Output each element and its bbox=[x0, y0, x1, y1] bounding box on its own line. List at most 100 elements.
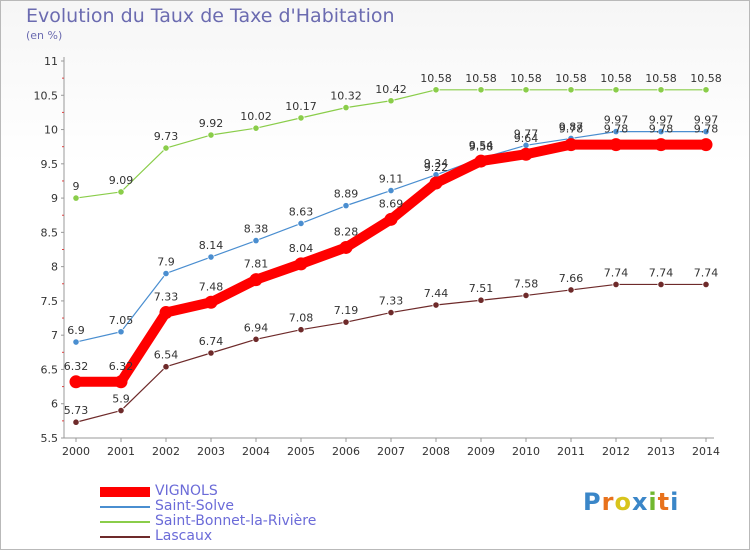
x-tick-label: 2009 bbox=[467, 445, 495, 458]
x-tick-label: 2008 bbox=[422, 445, 450, 458]
x-tick-label: 2010 bbox=[512, 445, 540, 458]
y-tick-label: 6.5 bbox=[41, 363, 59, 376]
logo-letter: P bbox=[583, 488, 602, 516]
y-tick-label: 7.5 bbox=[41, 295, 59, 308]
data-point-saint-bonnet-la-rivi-re bbox=[702, 86, 710, 94]
data-point-lascaux bbox=[117, 406, 125, 415]
data-point-saint-bonnet-la-rivi-re bbox=[297, 114, 305, 122]
data-point-saint-bonnet-la-rivi-re bbox=[477, 86, 485, 94]
x-tick-label: 2012 bbox=[602, 445, 630, 458]
y-tick-label: 8.5 bbox=[41, 226, 59, 239]
data-label-vignols: 9.78 bbox=[559, 123, 584, 136]
data-label-lascaux: 7.74 bbox=[604, 266, 629, 279]
data-point-saint-bonnet-la-rivi-re bbox=[162, 144, 170, 152]
data-label-saint-solve: 9.97 bbox=[649, 114, 674, 127]
data-point-vignols bbox=[429, 176, 443, 190]
data-label-lascaux: 7.19 bbox=[334, 304, 359, 317]
data-label-saint-solve: 9.11 bbox=[379, 173, 404, 186]
data-label-saint-bonnet-la-rivi-re: 10.58 bbox=[645, 72, 677, 85]
data-label-vignols: 7.81 bbox=[244, 258, 269, 271]
legend-swatch-saint-solve bbox=[100, 506, 150, 508]
data-label-lascaux: 7.51 bbox=[469, 282, 494, 295]
data-point-vignols bbox=[339, 240, 353, 254]
proxiti-logo: Proxiti bbox=[583, 488, 679, 516]
logo-letter: i bbox=[648, 488, 658, 516]
legend-label-saint-solve: Saint-Solve bbox=[155, 498, 235, 514]
data-point-saint-bonnet-la-rivi-re bbox=[567, 86, 575, 94]
data-point-vignols bbox=[564, 138, 578, 152]
data-label-saint-bonnet-la-rivi-re: 10.17 bbox=[285, 100, 317, 113]
data-label-saint-bonnet-la-rivi-re: 9.92 bbox=[199, 117, 224, 130]
x-tick-label: 2005 bbox=[287, 445, 315, 458]
data-label-vignols: 6.32 bbox=[109, 360, 134, 373]
data-label-saint-solve: 8.89 bbox=[334, 188, 359, 201]
data-label-vignols: 6.32 bbox=[64, 360, 89, 373]
data-point-lascaux bbox=[342, 318, 350, 326]
data-point-saint-bonnet-la-rivi-re bbox=[432, 86, 440, 94]
data-point-lascaux bbox=[162, 363, 170, 371]
x-tick-label: 2004 bbox=[242, 445, 270, 458]
data-point-lascaux bbox=[297, 326, 305, 334]
x-tick-label: 2001 bbox=[107, 445, 135, 458]
x-tick-label: 2013 bbox=[647, 445, 675, 458]
data-point-vignols bbox=[204, 295, 218, 309]
data-label-vignols: 9.78 bbox=[649, 123, 674, 136]
data-point-saint-solve bbox=[207, 253, 215, 261]
data-point-saint-bonnet-la-rivi-re bbox=[342, 104, 350, 112]
data-label-vignols: 7.33 bbox=[154, 291, 179, 304]
data-point-saint-bonnet-la-rivi-re bbox=[522, 86, 530, 94]
data-label-vignols: 9.54 bbox=[469, 139, 494, 152]
data-point-saint-solve bbox=[297, 219, 305, 228]
data-label-saint-bonnet-la-rivi-re: 10.02 bbox=[240, 110, 272, 123]
data-point-saint-solve bbox=[72, 338, 80, 346]
data-label-lascaux: 7.08 bbox=[289, 312, 314, 325]
data-point-vignols bbox=[294, 257, 308, 271]
data-label-vignols: 8.28 bbox=[334, 225, 359, 238]
logo-letter: r bbox=[601, 488, 615, 516]
data-label-saint-bonnet-la-rivi-re: 10.58 bbox=[690, 72, 722, 85]
data-point-vignols bbox=[474, 154, 488, 168]
data-point-saint-solve bbox=[342, 202, 350, 210]
data-point-saint-bonnet-la-rivi-re bbox=[252, 124, 260, 132]
data-point-lascaux bbox=[657, 280, 665, 289]
y-tick-label: 10 bbox=[44, 124, 58, 137]
data-point-saint-solve bbox=[162, 269, 170, 278]
data-point-saint-solve bbox=[702, 128, 710, 136]
data-label-saint-bonnet-la-rivi-re: 10.58 bbox=[465, 72, 497, 85]
data-label-saint-solve: 9.77 bbox=[514, 127, 539, 140]
y-tick-label: 10.5 bbox=[34, 89, 59, 102]
data-point-saint-solve bbox=[387, 186, 395, 195]
data-point-lascaux bbox=[432, 301, 440, 309]
data-label-saint-bonnet-la-rivi-re: 10.58 bbox=[600, 72, 632, 85]
data-label-vignols: 9.78 bbox=[604, 123, 629, 136]
legend-swatch-vignols bbox=[100, 487, 150, 497]
data-label-lascaux: 6.54 bbox=[154, 349, 179, 362]
data-point-vignols bbox=[159, 306, 173, 320]
x-tick-label: 2003 bbox=[197, 445, 225, 458]
y-tick-label: 6 bbox=[51, 398, 58, 411]
data-label-saint-bonnet-la-rivi-re: 10.58 bbox=[510, 72, 542, 85]
logo-letter: x bbox=[631, 488, 649, 516]
data-label-saint-solve: 9.87 bbox=[559, 120, 584, 133]
y-tick-label: 9 bbox=[51, 192, 58, 205]
data-point-saint-bonnet-la-rivi-re bbox=[207, 131, 215, 139]
data-point-saint-solve bbox=[612, 128, 620, 136]
data-point-vignols bbox=[609, 138, 623, 152]
data-point-saint-bonnet-la-rivi-re bbox=[72, 194, 80, 202]
data-label-vignols: 8.04 bbox=[289, 242, 314, 255]
x-tick-label: 2011 bbox=[557, 445, 585, 458]
data-label-lascaux: 5.73 bbox=[64, 404, 89, 417]
data-label-vignols: 7.48 bbox=[199, 280, 224, 293]
data-label-saint-solve: 7.9 bbox=[157, 255, 175, 268]
logo-letter: t bbox=[657, 488, 671, 516]
x-tick-label: 2007 bbox=[377, 445, 405, 458]
data-label-saint-solve: 8.14 bbox=[199, 239, 224, 252]
data-point-vignols bbox=[69, 375, 83, 389]
x-tick-label: 2000 bbox=[62, 445, 90, 458]
data-point-saint-solve bbox=[117, 328, 125, 336]
data-point-vignols bbox=[249, 273, 263, 287]
data-label-vignols: 9.22 bbox=[424, 161, 449, 174]
data-label-vignols: 9.78 bbox=[694, 123, 719, 136]
data-label-lascaux: 7.74 bbox=[649, 266, 674, 279]
